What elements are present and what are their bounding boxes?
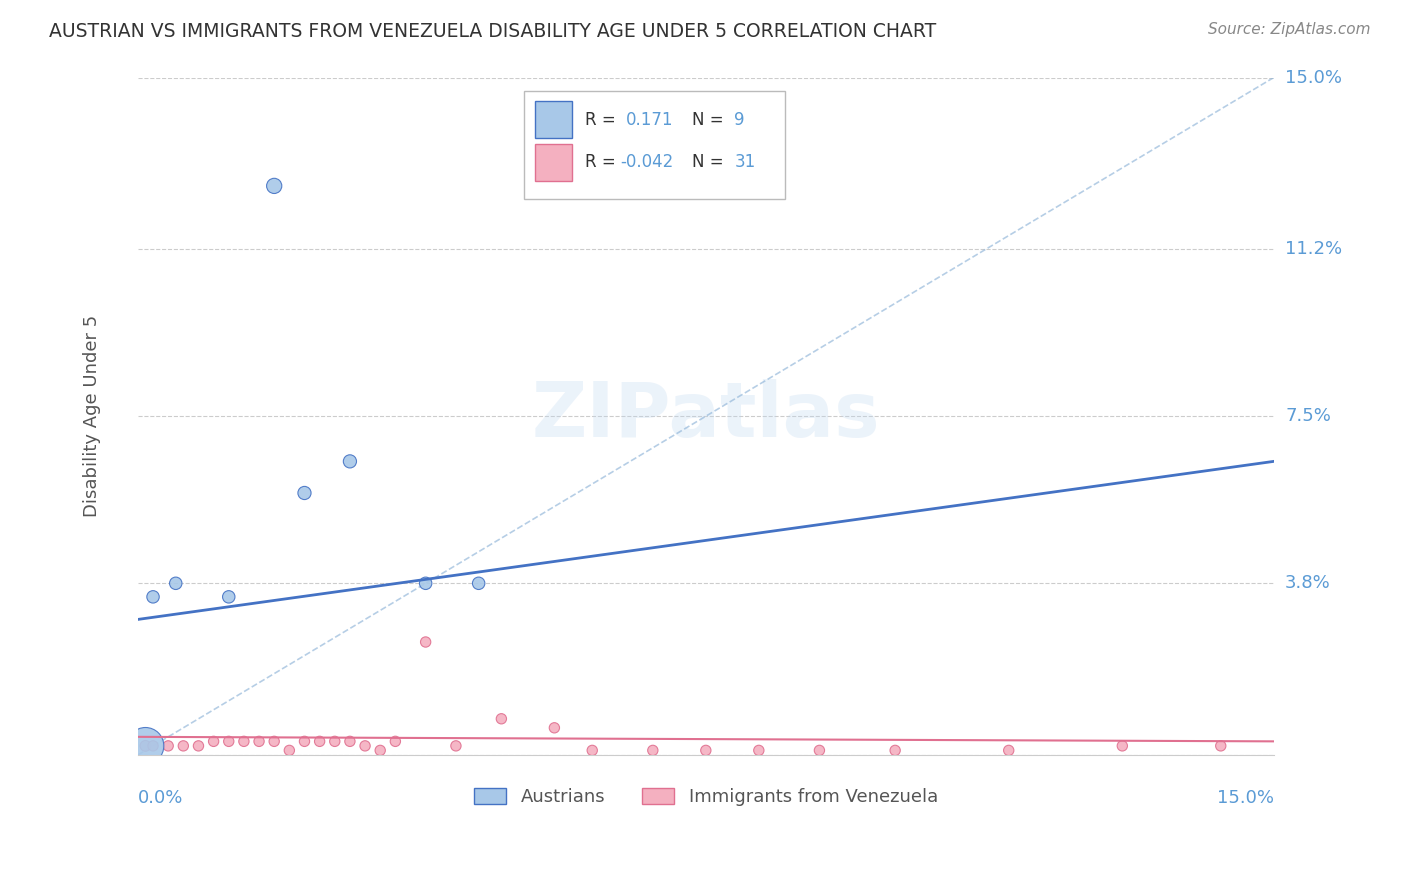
Point: [415, 635, 437, 649]
Text: 9: 9: [734, 111, 745, 128]
Point: [884, 743, 907, 757]
Point: [157, 739, 180, 753]
Text: N =: N =: [692, 111, 730, 128]
Text: 7.5%: 7.5%: [1285, 408, 1331, 425]
Point: [415, 576, 437, 591]
Text: Source: ZipAtlas.com: Source: ZipAtlas.com: [1208, 22, 1371, 37]
Point: [1209, 739, 1232, 753]
Point: [1111, 739, 1133, 753]
Legend: Austrians, Immigrants from Venezuela: Austrians, Immigrants from Venezuela: [467, 780, 945, 814]
Text: R =: R =: [585, 111, 621, 128]
Point: [218, 734, 240, 748]
Text: 0.0%: 0.0%: [138, 789, 183, 806]
FancyBboxPatch shape: [524, 91, 786, 200]
Text: 11.2%: 11.2%: [1285, 240, 1343, 258]
Point: [354, 739, 377, 753]
Point: [368, 743, 391, 757]
Text: 0.171: 0.171: [626, 111, 673, 128]
Point: [232, 734, 254, 748]
Point: [165, 576, 187, 591]
Text: 15.0%: 15.0%: [1285, 69, 1343, 87]
Point: [142, 590, 165, 604]
Text: ZIPatlas: ZIPatlas: [531, 379, 880, 453]
Text: AUSTRIAN VS IMMIGRANTS FROM VENEZUELA DISABILITY AGE UNDER 5 CORRELATION CHART: AUSTRIAN VS IMMIGRANTS FROM VENEZUELA DI…: [49, 22, 936, 41]
Point: [543, 721, 565, 735]
Point: [278, 743, 301, 757]
Point: [444, 739, 467, 753]
Text: 3.8%: 3.8%: [1285, 574, 1331, 592]
Point: [294, 486, 316, 500]
Point: [339, 454, 361, 468]
Point: [308, 734, 330, 748]
Point: [172, 739, 194, 753]
Text: 31: 31: [734, 153, 755, 171]
Text: -0.042: -0.042: [620, 153, 673, 171]
Point: [467, 576, 489, 591]
Point: [202, 734, 225, 748]
Point: [263, 734, 285, 748]
Text: Disability Age Under 5: Disability Age Under 5: [83, 315, 101, 517]
FancyBboxPatch shape: [536, 144, 572, 181]
Point: [134, 739, 156, 753]
Point: [997, 743, 1019, 757]
Point: [491, 712, 513, 726]
Point: [808, 743, 831, 757]
Point: [294, 734, 316, 748]
Text: R =: R =: [585, 153, 621, 171]
Point: [581, 743, 603, 757]
Point: [339, 734, 361, 748]
Point: [263, 178, 285, 193]
Point: [641, 743, 664, 757]
Text: N =: N =: [692, 153, 730, 171]
Point: [218, 590, 240, 604]
Point: [323, 734, 346, 748]
Point: [134, 739, 156, 753]
Point: [247, 734, 270, 748]
Point: [748, 743, 770, 757]
Text: 15.0%: 15.0%: [1216, 789, 1274, 806]
FancyBboxPatch shape: [536, 101, 572, 138]
Point: [695, 743, 717, 757]
Point: [384, 734, 406, 748]
Point: [142, 739, 165, 753]
Point: [187, 739, 209, 753]
